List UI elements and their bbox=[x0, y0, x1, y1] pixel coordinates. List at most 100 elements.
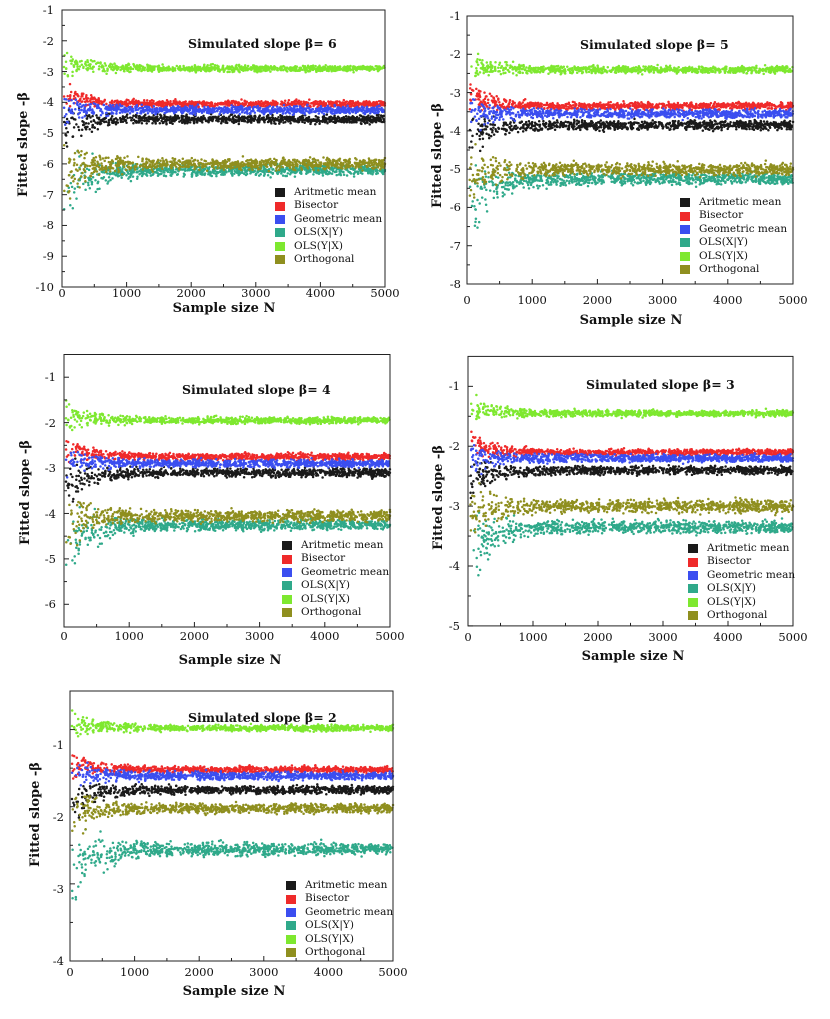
data-point bbox=[193, 117, 197, 120]
data-point bbox=[143, 119, 147, 122]
data-point bbox=[183, 169, 187, 172]
data-point bbox=[158, 100, 161, 103]
data-point bbox=[62, 95, 66, 98]
data-point bbox=[366, 67, 369, 70]
data-point bbox=[348, 66, 351, 70]
data-point bbox=[136, 120, 140, 124]
data-point bbox=[116, 118, 119, 121]
data-point bbox=[139, 119, 142, 122]
data-point bbox=[263, 121, 266, 124]
data-point bbox=[249, 121, 253, 124]
data-point bbox=[338, 65, 341, 68]
data-point bbox=[168, 117, 171, 120]
data-point bbox=[247, 115, 251, 118]
data-point bbox=[111, 167, 115, 170]
data-point bbox=[68, 197, 72, 200]
data-point bbox=[335, 100, 339, 103]
data-point bbox=[121, 110, 125, 113]
data-point bbox=[94, 155, 98, 159]
data-point bbox=[379, 167, 382, 171]
data-point bbox=[104, 179, 108, 182]
data-point bbox=[191, 106, 194, 109]
data-point bbox=[152, 110, 155, 113]
data-point bbox=[91, 96, 95, 100]
data-point bbox=[231, 174, 234, 177]
data-point bbox=[70, 185, 74, 189]
data-point bbox=[131, 101, 134, 105]
data-point bbox=[144, 108, 147, 112]
data-point bbox=[328, 159, 332, 162]
data-point bbox=[380, 106, 383, 110]
data-point bbox=[196, 103, 200, 106]
data-point bbox=[153, 170, 157, 174]
data-point bbox=[288, 102, 292, 106]
data-point bbox=[92, 119, 96, 123]
data-point bbox=[138, 114, 141, 118]
data-point bbox=[365, 105, 369, 109]
data-point bbox=[79, 97, 82, 101]
data-point bbox=[154, 121, 157, 124]
data-point bbox=[183, 106, 187, 110]
data-point bbox=[170, 174, 173, 178]
data-point bbox=[288, 172, 292, 176]
data-point bbox=[258, 114, 262, 117]
data-point bbox=[158, 109, 162, 113]
data-point bbox=[75, 123, 78, 126]
data-point bbox=[357, 109, 360, 112]
data-point bbox=[305, 109, 308, 113]
data-point bbox=[171, 66, 174, 69]
data-point bbox=[266, 120, 270, 124]
data-point bbox=[369, 119, 372, 123]
data-point bbox=[259, 102, 263, 106]
data-point bbox=[259, 106, 262, 110]
data-point bbox=[110, 99, 114, 102]
data-point bbox=[222, 102, 225, 105]
data-point bbox=[116, 99, 119, 102]
data-point bbox=[206, 107, 209, 111]
data-point bbox=[123, 106, 126, 109]
data-point bbox=[245, 109, 249, 113]
data-point bbox=[146, 69, 150, 73]
data-point bbox=[168, 119, 171, 122]
data-point bbox=[216, 104, 219, 107]
data-point bbox=[72, 65, 76, 68]
data-point bbox=[343, 111, 346, 114]
data-point bbox=[102, 103, 106, 107]
data-point bbox=[371, 110, 374, 114]
data-point bbox=[152, 99, 155, 103]
data-point bbox=[291, 103, 294, 106]
data-point bbox=[338, 107, 342, 111]
data-point bbox=[287, 120, 290, 123]
data-point bbox=[328, 106, 332, 110]
data-point bbox=[203, 105, 206, 109]
data-point bbox=[372, 119, 376, 123]
data-point bbox=[293, 118, 297, 121]
data-point bbox=[332, 120, 335, 124]
data-point bbox=[139, 110, 143, 113]
data-point bbox=[145, 173, 148, 177]
data-point bbox=[92, 70, 95, 73]
data-point bbox=[221, 64, 225, 68]
data-point bbox=[321, 120, 324, 123]
data-point bbox=[251, 64, 255, 67]
data-point bbox=[262, 118, 266, 121]
data-point bbox=[275, 68, 279, 72]
data-point bbox=[141, 157, 144, 160]
data-point bbox=[376, 66, 380, 69]
data-point bbox=[207, 118, 210, 121]
data-point bbox=[111, 121, 114, 124]
data-point bbox=[380, 114, 383, 118]
data-point bbox=[237, 173, 241, 177]
data-point bbox=[110, 114, 114, 118]
data-point bbox=[123, 156, 126, 160]
data-point bbox=[300, 102, 304, 106]
data-point bbox=[220, 117, 223, 120]
data-point bbox=[348, 99, 352, 103]
data-point bbox=[325, 117, 329, 120]
data-point bbox=[84, 180, 87, 183]
data-point bbox=[123, 69, 126, 73]
data-point bbox=[235, 116, 238, 119]
data-point bbox=[143, 105, 147, 109]
data-point bbox=[188, 70, 191, 73]
data-point bbox=[277, 116, 280, 119]
